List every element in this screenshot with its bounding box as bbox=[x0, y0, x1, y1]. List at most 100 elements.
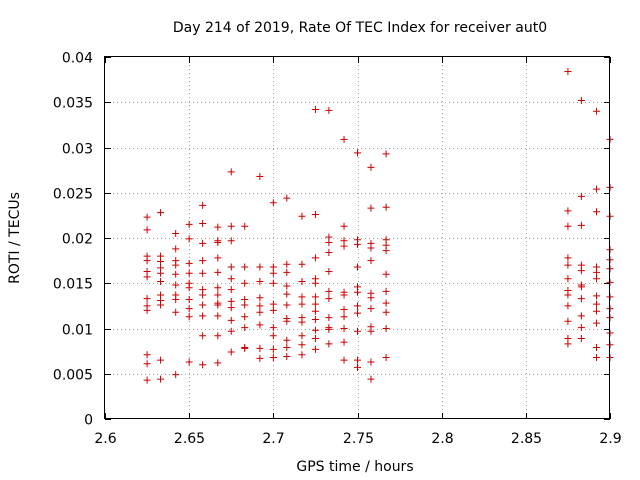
data-point bbox=[143, 273, 151, 281]
data-point bbox=[157, 301, 165, 309]
data-point bbox=[227, 304, 235, 312]
x-tick-label: 2.65 bbox=[174, 431, 205, 447]
data-point bbox=[283, 260, 291, 268]
data-point bbox=[227, 286, 235, 294]
data-point bbox=[325, 287, 333, 295]
data-point bbox=[157, 269, 165, 277]
data-point bbox=[311, 105, 319, 113]
data-point bbox=[367, 305, 375, 313]
data-point bbox=[256, 277, 264, 285]
data-point bbox=[354, 302, 361, 310]
data-point bbox=[157, 277, 165, 285]
data-point bbox=[269, 263, 277, 271]
y-tick-label: 0.01 bbox=[62, 323, 93, 339]
data-point bbox=[241, 324, 249, 332]
data-point bbox=[227, 275, 235, 283]
data-point bbox=[214, 332, 222, 340]
data-point bbox=[269, 199, 277, 207]
data-point bbox=[340, 222, 348, 230]
data-point bbox=[199, 239, 207, 247]
data-point bbox=[283, 194, 291, 202]
data-point bbox=[564, 261, 572, 269]
data-point bbox=[340, 305, 348, 313]
data-point bbox=[298, 351, 306, 359]
data-point bbox=[283, 353, 291, 361]
data-point bbox=[172, 281, 180, 289]
data-point bbox=[269, 324, 277, 332]
data-point bbox=[577, 283, 585, 291]
data-point bbox=[199, 361, 207, 369]
data-point bbox=[354, 263, 361, 271]
data-point bbox=[382, 353, 390, 361]
data-point bbox=[577, 334, 585, 342]
data-point bbox=[577, 192, 585, 200]
data-point bbox=[311, 315, 319, 323]
data-point bbox=[311, 254, 319, 262]
data-point bbox=[143, 360, 151, 368]
data-point bbox=[298, 332, 306, 340]
data-point bbox=[185, 259, 193, 267]
data-point bbox=[199, 312, 207, 320]
data-point bbox=[172, 308, 180, 316]
data-point bbox=[325, 325, 333, 333]
data-point bbox=[340, 356, 348, 364]
data-point bbox=[157, 375, 165, 383]
data-point bbox=[199, 220, 207, 228]
data-point bbox=[172, 296, 180, 304]
data-point bbox=[256, 344, 264, 352]
data-point bbox=[185, 220, 193, 228]
data-point bbox=[325, 239, 333, 247]
data-point bbox=[269, 269, 277, 277]
data-point bbox=[241, 344, 249, 352]
data-point bbox=[283, 317, 291, 325]
data-points bbox=[143, 67, 614, 384]
data-point bbox=[185, 269, 193, 277]
y-axis-label: ROTI / TECUs bbox=[7, 192, 23, 284]
data-point bbox=[185, 305, 193, 313]
data-point bbox=[577, 295, 585, 303]
data-point bbox=[593, 344, 601, 352]
x-tick-label: 2.9 bbox=[599, 431, 621, 447]
data-point bbox=[227, 263, 235, 271]
data-point bbox=[593, 300, 601, 308]
data-point bbox=[564, 222, 572, 230]
data-point bbox=[199, 291, 207, 299]
data-point bbox=[382, 203, 390, 211]
data-point bbox=[577, 221, 585, 229]
data-point bbox=[593, 275, 601, 283]
data-point bbox=[227, 316, 235, 324]
data-point bbox=[564, 254, 572, 262]
data-point bbox=[564, 207, 572, 215]
data-point bbox=[325, 267, 333, 275]
data-point bbox=[283, 290, 291, 298]
data-point bbox=[298, 300, 306, 308]
data-point bbox=[256, 172, 264, 180]
data-point bbox=[382, 150, 390, 158]
data-point bbox=[311, 210, 319, 218]
data-point bbox=[367, 358, 375, 366]
data-point bbox=[311, 307, 319, 315]
data-point bbox=[593, 353, 601, 361]
data-point bbox=[577, 324, 585, 332]
data-point bbox=[298, 277, 306, 285]
data-point bbox=[185, 313, 193, 321]
data-point bbox=[241, 313, 249, 321]
data-point bbox=[227, 348, 235, 356]
data-point bbox=[172, 229, 180, 237]
x-tick-label: 2.75 bbox=[343, 431, 374, 447]
data-point bbox=[577, 96, 585, 104]
data-point bbox=[199, 269, 207, 277]
data-point bbox=[185, 284, 193, 292]
data-point bbox=[367, 294, 375, 302]
data-point bbox=[227, 237, 235, 245]
y-tick-label: 0.04 bbox=[62, 51, 93, 67]
data-point bbox=[214, 223, 222, 231]
data-point bbox=[340, 338, 348, 346]
data-point bbox=[185, 296, 193, 304]
data-point bbox=[227, 168, 235, 176]
data-point bbox=[199, 332, 207, 340]
y-tick-label: 0 bbox=[84, 413, 93, 429]
data-point bbox=[367, 257, 375, 265]
data-point bbox=[367, 327, 375, 335]
